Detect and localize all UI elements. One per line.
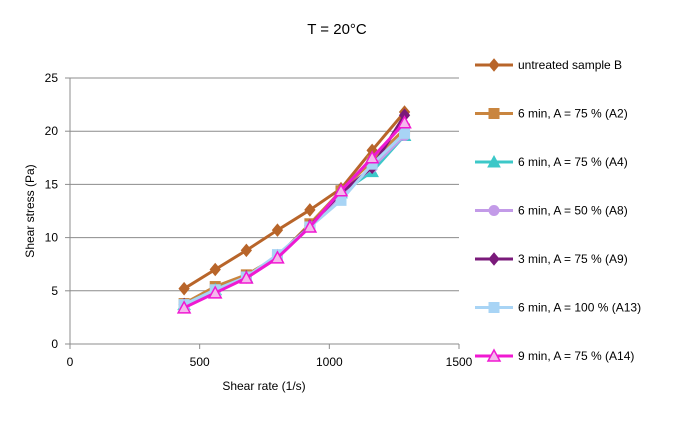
- legend-marker: [488, 58, 500, 72]
- legend-entry: 6 min, A = 50 % (A8): [475, 204, 628, 218]
- y-tick-label: 20: [45, 124, 59, 138]
- legend-entry: 9 min, A = 75 % (A14): [475, 348, 634, 363]
- series-line: [183, 114, 406, 307]
- legend: untreated sample B 6 min, A = 75 % (A2) 6 …: [475, 58, 641, 363]
- legend-marker: [488, 252, 500, 266]
- series-1: [178, 105, 411, 296]
- y-tick-label: 25: [45, 71, 59, 85]
- data-point: [176, 300, 192, 314]
- x-tick-label: 1500: [446, 355, 473, 369]
- series-line: [183, 111, 406, 290]
- y-tick-label: 0: [51, 337, 58, 351]
- series-7: [176, 115, 412, 314]
- data-point: [333, 183, 349, 197]
- data-point: [302, 219, 318, 233]
- y-tick-label: 10: [45, 231, 59, 245]
- grid-layer: [70, 77, 459, 292]
- data-point: [178, 281, 190, 296]
- data-point: [239, 270, 254, 284]
- series-5: [178, 108, 411, 312]
- legend-entry: 6 min, A = 75 % (A4): [475, 154, 628, 169]
- legend-label: untreated sample B: [518, 58, 622, 72]
- axes-layer: 0 5 10 15 20 25 0 500 1000 1500: [45, 71, 473, 369]
- data-point: [304, 203, 316, 217]
- legend-label: 6 min, A = 75 % (A2): [518, 107, 628, 121]
- legend-entry: 3 min, A = 75 % (A9): [475, 252, 628, 266]
- legend-marker: [486, 348, 502, 362]
- y-tick-label: 15: [45, 177, 59, 191]
- data-point: [240, 243, 252, 258]
- data-point: [399, 127, 411, 139]
- data-point: [209, 262, 221, 277]
- x-tick-label: 1000: [316, 355, 343, 369]
- data-point: [397, 115, 412, 129]
- data-point: [271, 223, 284, 237]
- legend-marker: [487, 154, 501, 168]
- legend-entry: untreated sample B: [475, 58, 622, 72]
- x-tick-label: 0: [67, 355, 74, 369]
- data-point: [207, 285, 223, 299]
- y-axis-title: Shear stress (Pa): [23, 164, 37, 257]
- data-point: [364, 150, 380, 164]
- x-axis-title: Shear rate (1/s): [222, 379, 305, 393]
- legend-label: 6 min, A = 75 % (A4): [518, 155, 628, 169]
- legend-marker: [488, 302, 500, 313]
- legend-marker: [488, 108, 500, 119]
- chart-title: T = 20°C: [307, 21, 367, 38]
- y-tick-label: 5: [51, 284, 58, 298]
- legend-label: 6 min, A = 50 % (A8): [518, 204, 628, 218]
- legend-label: 9 min, A = 75 % (A14): [518, 349, 634, 363]
- legend-label: 6 min, A = 100 % (A13): [518, 301, 641, 315]
- legend-entry: 6 min, A = 75 % (A2): [475, 107, 628, 121]
- legend-entry: 6 min, A = 100 % (A13): [475, 301, 641, 315]
- data-point: [270, 250, 285, 264]
- series-layer: [176, 105, 412, 314]
- legend-label: 3 min, A = 75 % (A9): [518, 252, 628, 266]
- legend-marker: [488, 205, 500, 216]
- x-tick-label: 500: [190, 355, 210, 369]
